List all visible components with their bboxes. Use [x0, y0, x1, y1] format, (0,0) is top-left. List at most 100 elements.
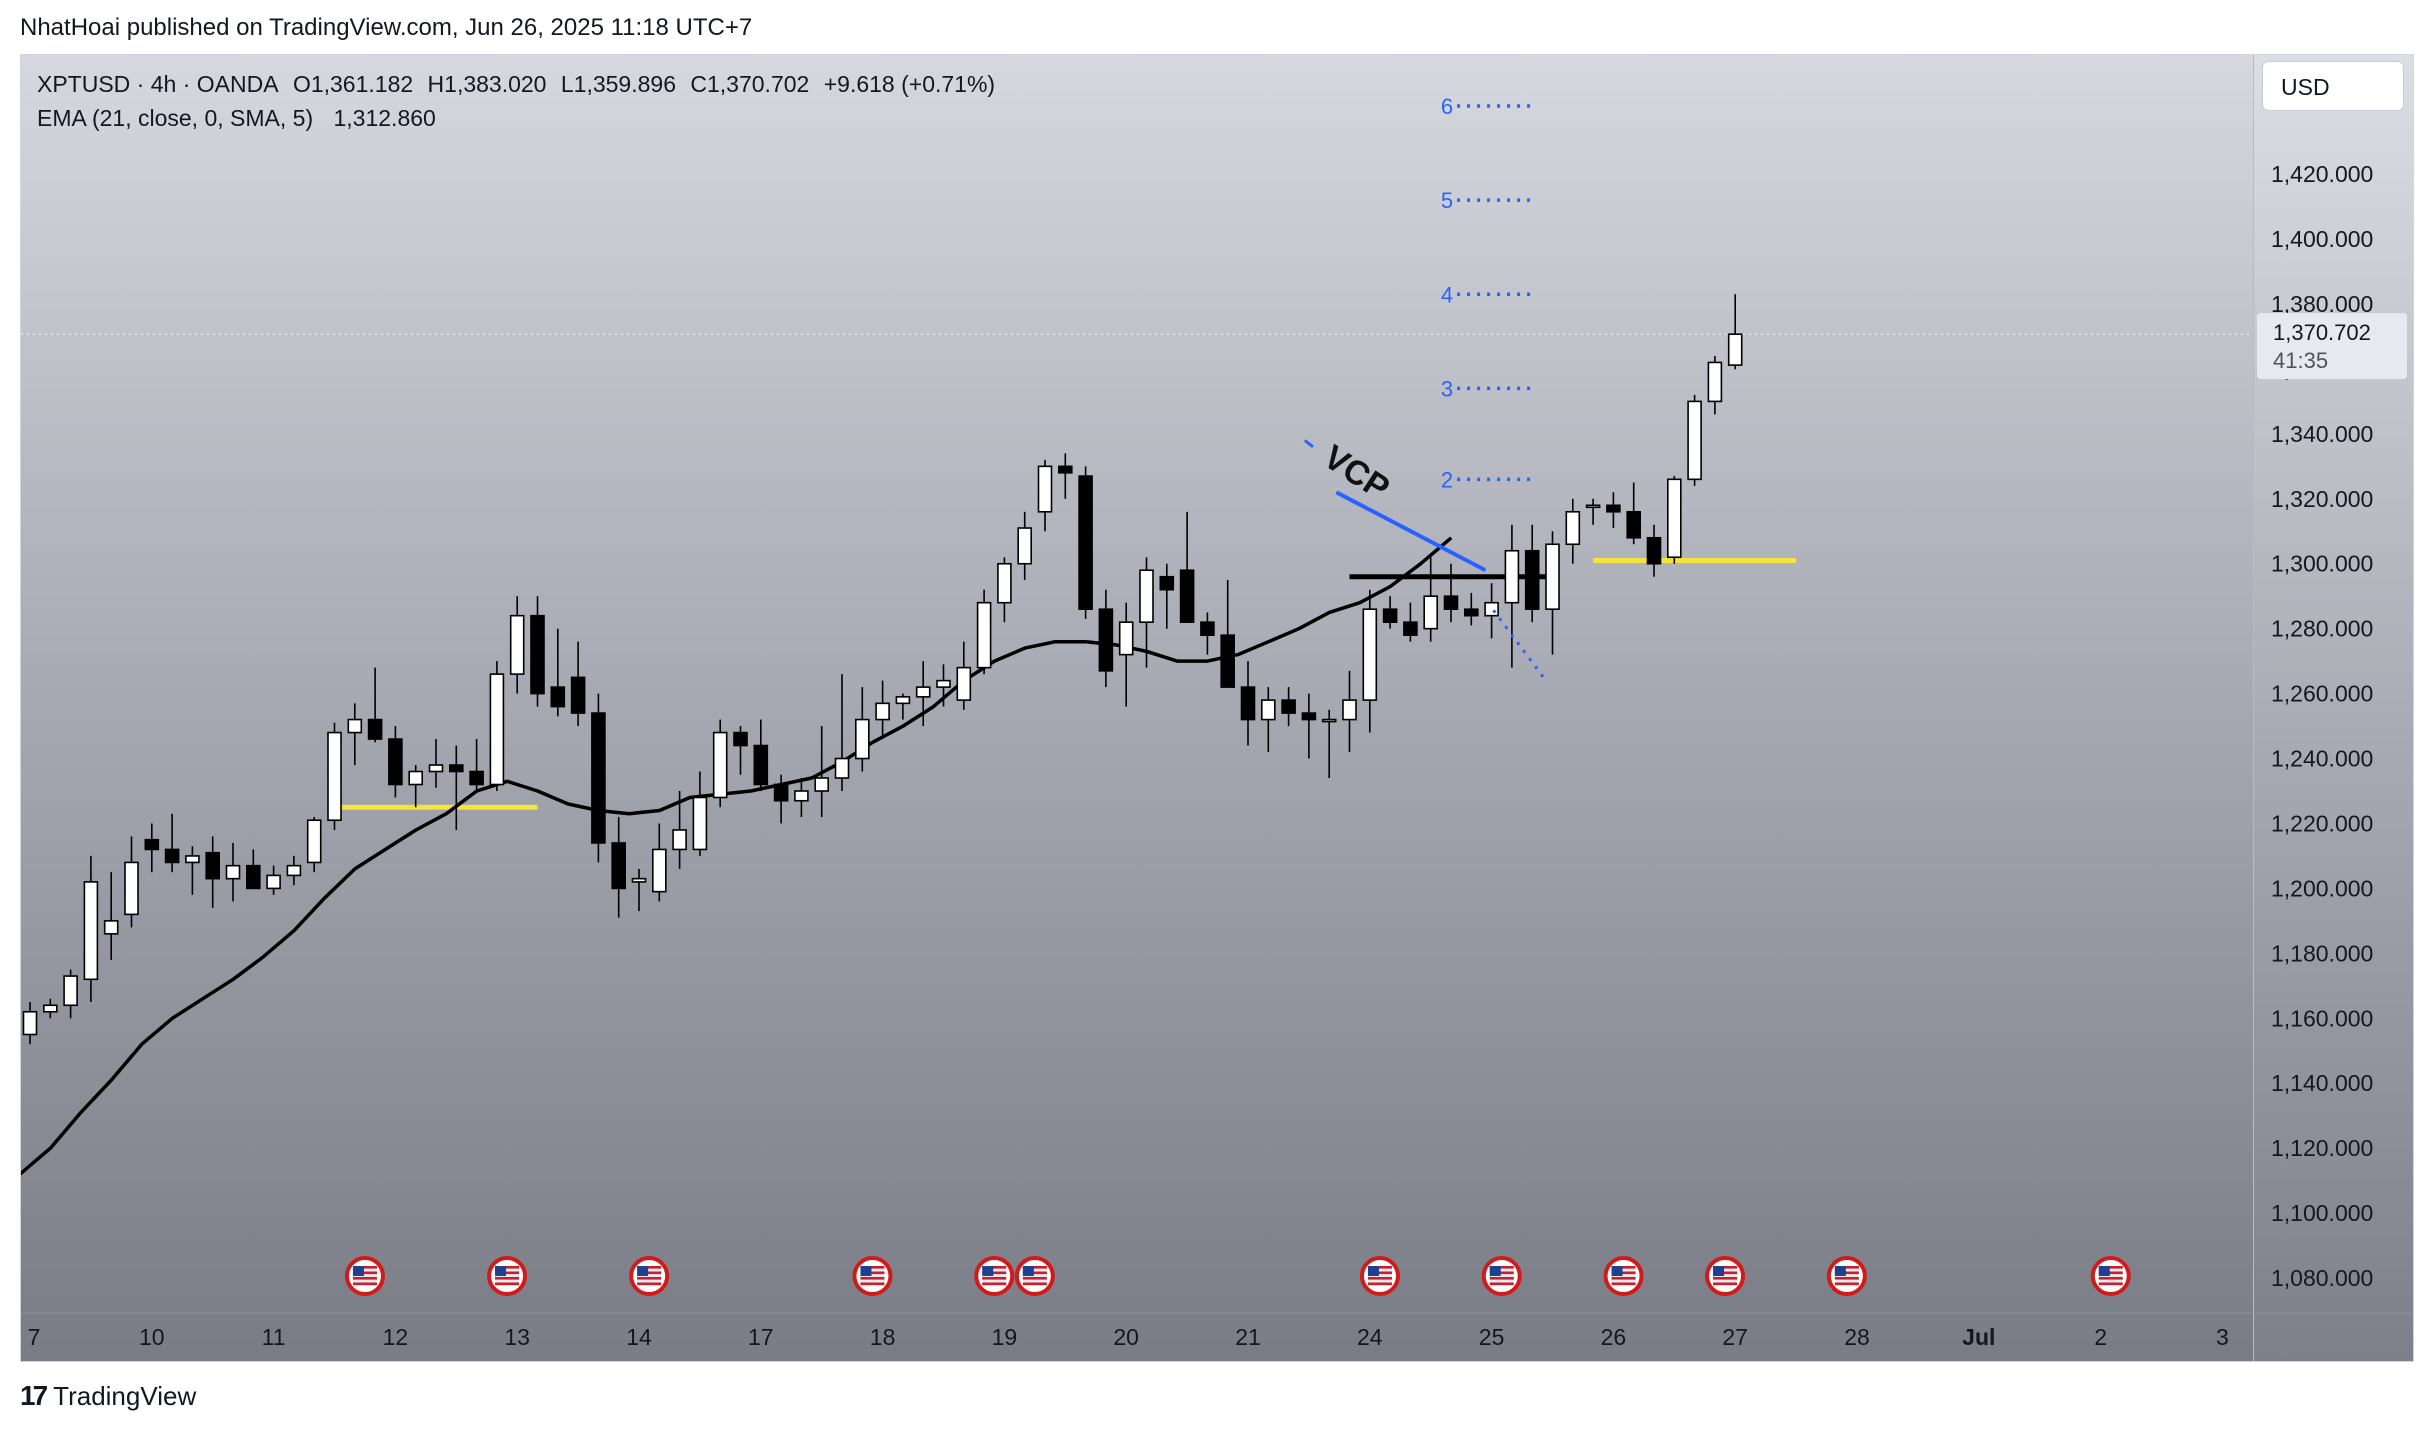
price-tick-label: 1,120.000	[2271, 1135, 2373, 1161]
us-flag-stripe	[1834, 1271, 1859, 1275]
us-flag-stripe	[1713, 1266, 1738, 1269]
candle-bearish	[611, 842, 627, 890]
price-tick-label: 1,420.000	[2271, 161, 2373, 187]
candle-bearish	[469, 770, 484, 786]
candle-bearish	[164, 848, 180, 864]
candle-bearish	[1524, 549, 1540, 610]
legend-symbol[interactable]: XPTUSD · 4h · OANDA	[37, 71, 279, 97]
vcp-label: VCP	[1317, 438, 1396, 508]
candle-bearish	[367, 718, 383, 740]
candle-bullish	[185, 855, 200, 864]
us-flag-stripe	[1834, 1277, 1859, 1280]
candle-bullish	[1545, 543, 1560, 610]
candle-bearish	[1606, 504, 1621, 513]
candle-bearish	[1058, 465, 1073, 474]
time-tick-label: 19	[992, 1324, 1018, 1350]
candle-bullish	[875, 702, 890, 721]
us-flag-stripe	[495, 1271, 520, 1275]
us-flag-stripe	[495, 1266, 520, 1269]
vcp-tick-mark	[1303, 439, 1314, 449]
candle-bullish	[1504, 549, 1520, 604]
us-flag-stripe	[2098, 1277, 2123, 1280]
us-flag-stripe	[352, 1271, 377, 1275]
us-flag-stripe	[860, 1277, 885, 1280]
time-tick-label: 28	[1844, 1324, 1870, 1350]
tradingview-logo-icon: 17	[20, 1380, 48, 1411]
us-flag-stripe	[1834, 1266, 1859, 1269]
us-flag-stripe	[982, 1282, 1007, 1286]
candle-bullish	[672, 829, 687, 851]
candle-bearish	[1443, 595, 1459, 610]
candle-bullish	[651, 848, 667, 893]
candle-bearish	[1240, 686, 1256, 721]
candle-bearish	[1220, 634, 1235, 688]
candle-bullish	[22, 1010, 38, 1036]
candle-bearish	[1382, 608, 1398, 623]
us-flag-stripe	[1611, 1266, 1636, 1269]
bar-countdown: 41:35	[2273, 348, 2329, 373]
candle-bullish	[692, 796, 708, 851]
candle-bearish	[1464, 608, 1479, 617]
price-chart-svg[interactable]: VCP 2 3 4 5 6 1,080.000 1,100.000 1,120.000 1,140…	[21, 55, 2413, 1361]
us-flag-stripe	[1611, 1271, 1636, 1275]
currency-selector[interactable]: USD	[2262, 61, 2404, 111]
candle-bearish	[1281, 699, 1296, 714]
candle-bullish	[712, 731, 728, 799]
candle-bearish	[1200, 621, 1215, 636]
publisher-line: NhatHoai published on TradingView.com, J…	[20, 14, 753, 41]
us-flag-stripe	[352, 1282, 377, 1286]
candle-bearish	[1626, 510, 1641, 539]
candle-bullish	[976, 601, 992, 669]
candle-bearish	[773, 783, 789, 802]
candle-bullish	[42, 1004, 58, 1013]
legend-high: H1,383.020	[427, 71, 547, 97]
candle-bullish	[286, 864, 302, 877]
time-tick-label: 12	[383, 1324, 409, 1350]
us-flag-stripe	[982, 1277, 1007, 1280]
us-flag-stripe	[1489, 1266, 1514, 1269]
tradingview-logo-text: TradingView	[53, 1380, 197, 1411]
tradingview-logo[interactable]: 17 TradingView	[20, 1380, 196, 1412]
us-flag-stripe	[1022, 1282, 1047, 1286]
candle-bearish	[388, 738, 403, 786]
candle-bearish	[530, 614, 545, 695]
time-tick-label: 3	[2216, 1324, 2229, 1350]
us-flag-canton	[982, 1266, 994, 1276]
candle-bearish	[1179, 569, 1195, 623]
ema-legend[interactable]: EMA (21, close, 0, SMA, 5) 1,312.860	[37, 105, 436, 132]
us-flag-canton	[1834, 1266, 1846, 1276]
us-flag-stripe	[1489, 1277, 1514, 1280]
candle-bullish	[936, 679, 951, 688]
symbol-legend: XPTUSD · 4h · OANDA O1,361.182 H1,383.02…	[37, 71, 1003, 98]
us-flag-canton	[1489, 1266, 1501, 1276]
candle-bearish	[1301, 712, 1317, 721]
us-flag-stripe	[982, 1266, 1007, 1269]
candle-bullish	[1565, 510, 1581, 546]
candle-bearish	[1098, 608, 1114, 672]
us-flag-canton	[2098, 1266, 2110, 1276]
time-tick-label: 21	[1235, 1324, 1261, 1350]
us-flag-stripe	[352, 1266, 377, 1269]
last-price-tag: 1,370.702 41:35	[2257, 313, 2407, 379]
chart-pane[interactable]: VCP 2 3 4 5 6 1,080.000 1,100.000 1,120.000 1,140…	[20, 54, 2414, 1362]
candle-bullish	[1321, 718, 1337, 723]
candle-bullish	[1585, 504, 1601, 509]
candle-bullish	[1687, 400, 1702, 481]
time-tick-label: 2	[2094, 1324, 2107, 1350]
us-flag-stripe	[637, 1271, 662, 1275]
candle-bullish	[124, 861, 139, 916]
candle-bullish	[854, 718, 870, 760]
time-tick-label: 24	[1357, 1324, 1383, 1350]
candle-bullish	[83, 881, 99, 981]
plot-area[interactable]: VCP 2 3 4 5 6	[21, 94, 2253, 1296]
candle-bearish	[591, 712, 606, 844]
us-flag-canton	[495, 1266, 507, 1276]
time-tick-label: Jul	[1962, 1324, 1995, 1350]
price-tick-label: 1,100.000	[2271, 1200, 2373, 1226]
price-scale[interactable]	[2253, 55, 2413, 1361]
candle-bullish	[408, 770, 424, 786]
time-tick-label: 13	[504, 1324, 530, 1350]
candle-bullish	[225, 864, 241, 880]
time-tick-label: 7	[28, 1324, 41, 1350]
candle-bearish	[1159, 575, 1175, 591]
